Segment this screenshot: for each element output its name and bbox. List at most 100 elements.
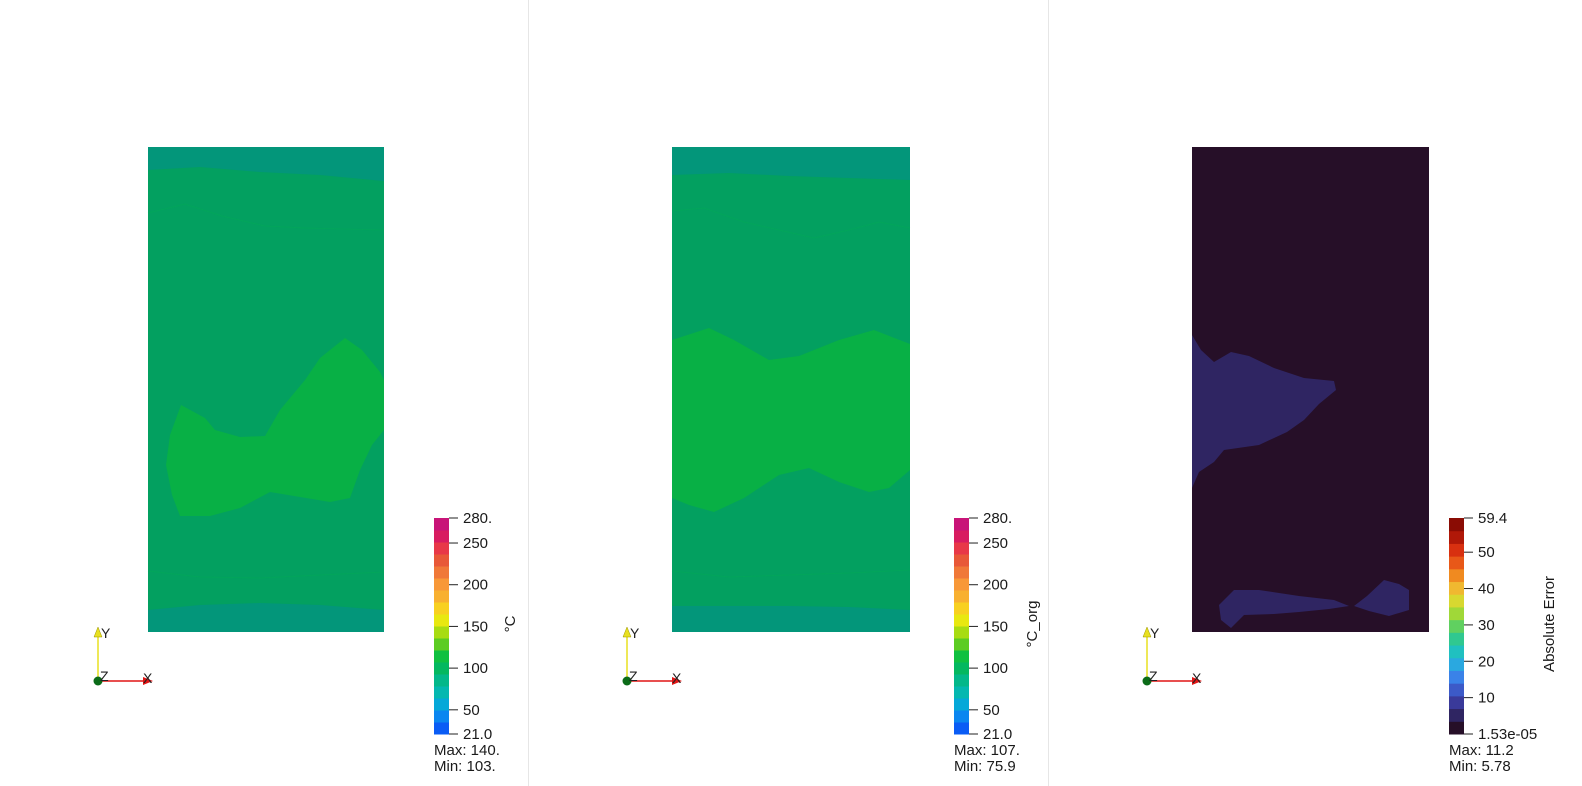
view-divider[interactable] [1048,0,1049,786]
colorbar-tick-label: 50 [983,702,1000,719]
colorbar-tick-label: 30 [1478,617,1495,634]
axis-label-x: X [1192,670,1202,686]
view-divider[interactable] [528,0,529,786]
axis-label-x: X [143,670,153,686]
colorbar-segment [954,554,969,567]
render-view-predicted[interactable]: 280. 250 200 150 100 50 21.0 °C Y Z X Max: 140.… [0,0,528,786]
colorbar-segment [954,602,969,615]
colorbar-segment [434,530,449,543]
colorbar-tick-label: 250 [983,535,1008,552]
axis-label-z: Z [100,668,109,684]
colorbar-segment [954,518,969,531]
colorbar-segment [434,662,449,675]
colorbar-segment [1449,568,1464,583]
colorbar-tick-label: 20 [1478,653,1495,670]
colorbar-segment [954,674,969,687]
colorbar-segment [1449,619,1464,633]
orientation-axes: Y Z X [1142,625,1202,686]
colorbar-segment [434,710,449,723]
min-value: Min: 75.9 [954,758,1016,775]
colorbar-tick-label: 100 [983,660,1008,677]
colorbar-segment [954,638,969,651]
colorbar-segment [954,710,969,723]
colorbar-segment [1449,683,1464,697]
colorbar-segment [434,686,449,699]
colorbar-segment [954,566,969,579]
colorbar-tick-label: 250 [463,535,488,552]
colorbar-segment [1449,530,1464,544]
colorbar-segment [434,554,449,567]
min-value: Min: 103. [434,758,496,775]
colorbar-segment [434,722,449,735]
colorbar-segment [1449,632,1464,646]
colorbar-segment [1449,657,1464,671]
colorbar-segment [954,722,969,735]
max-value: Max: 11.2 [1449,742,1514,759]
axis-label-y: Y [101,625,111,641]
colorbar-segment [1449,670,1464,684]
colorbar-tick-label: 200 [983,577,1008,594]
colorbar-segment [1449,543,1464,557]
render-view-original[interactable]: 280. 250 200 150 100 50 21.0 °C_org Y Z X Max: … [529,0,1048,786]
colorbar-tick-label: 100 [463,660,488,677]
colorbar-title: °C_org [1024,601,1041,648]
colorbar-segment [434,518,449,531]
colorbar-segment [1449,581,1464,595]
axis-label-y: Y [1150,625,1160,641]
colorbar-tick-label: 200 [463,577,488,594]
colorbar-segment [434,638,449,651]
colorbar-predicted: 280. 250 200 150 100 50 21.0 °C [434,510,519,743]
field-render-original: 280. 250 200 150 100 50 21.0 °C_org Y Z X [622,147,1041,743]
colorbar-segment [954,542,969,555]
colorbar-segment [954,662,969,675]
colorbar-tick-label: 40 [1478,581,1495,598]
axis-label-x: X [672,670,682,686]
contour-domain [671,147,911,632]
colorbar-segment [1449,645,1464,659]
colorbar-segment [1449,556,1464,570]
colorbar-error: 59.4 50 40 30 20 10 1.53e-05 Absolute Error [1449,510,1558,743]
colorbar-segment [434,650,449,663]
colorbar-segment [434,602,449,615]
colorbar-tick-label: 150 [463,618,488,635]
colorbar-tick-label: 280. [463,510,492,527]
colorbar-segment [954,578,969,591]
colorbar-segment [434,566,449,579]
colorbar-segment [1449,594,1464,608]
colorbar-tick-label: 21.0 [983,726,1012,743]
colorbar-segment [434,698,449,711]
max-value: Max: 140. [434,742,500,759]
orientation-axes: Y Z X [93,625,153,686]
colorbar-segment [434,614,449,627]
colorbar-tick-label: 50 [463,702,480,719]
colorbar-original: 280. 250 200 150 100 50 21.0 °C_org [954,510,1041,743]
colorbar-title: °C [502,615,519,632]
colorbar-segment [1449,695,1464,710]
colorbar-segment [954,698,969,711]
colorbar-segment [954,650,969,663]
colorbar-tick-label: 10 [1478,690,1495,707]
colorbar-segment [954,530,969,543]
axis-label-z: Z [629,668,638,684]
colorbar-segment [434,590,449,603]
colorbar-tick-label: 1.53e-05 [1478,726,1537,743]
orientation-axes: Y Z X [622,625,682,686]
colorbar-segment [434,542,449,555]
min-value: Min: 5.78 [1449,758,1511,775]
colorbar-tick-label: 280. [983,510,1012,527]
colorbar-title: Absolute Error [1541,576,1558,672]
axis-label-z: Z [1149,668,1158,684]
colorbar-segment [434,626,449,639]
colorbar-segment [954,614,969,627]
colorbar-tick-label: 59.4 [1478,510,1507,527]
colorbar-segment [1449,708,1464,722]
colorbar-segment [954,590,969,603]
colorbar-segment [954,686,969,699]
colorbar-segment [954,626,969,639]
render-view-error[interactable]: 59.4 50 40 30 20 10 1.53e-05 Absolute Error Y Z… [1049,0,1582,786]
contour-domain [1192,147,1429,632]
field-render-error: 59.4 50 40 30 20 10 1.53e-05 Absolute Error Y Z… [1142,147,1558,743]
colorbar-segment [1449,606,1464,621]
colorbar-segment [1449,721,1464,735]
colorbar-segment [434,674,449,687]
